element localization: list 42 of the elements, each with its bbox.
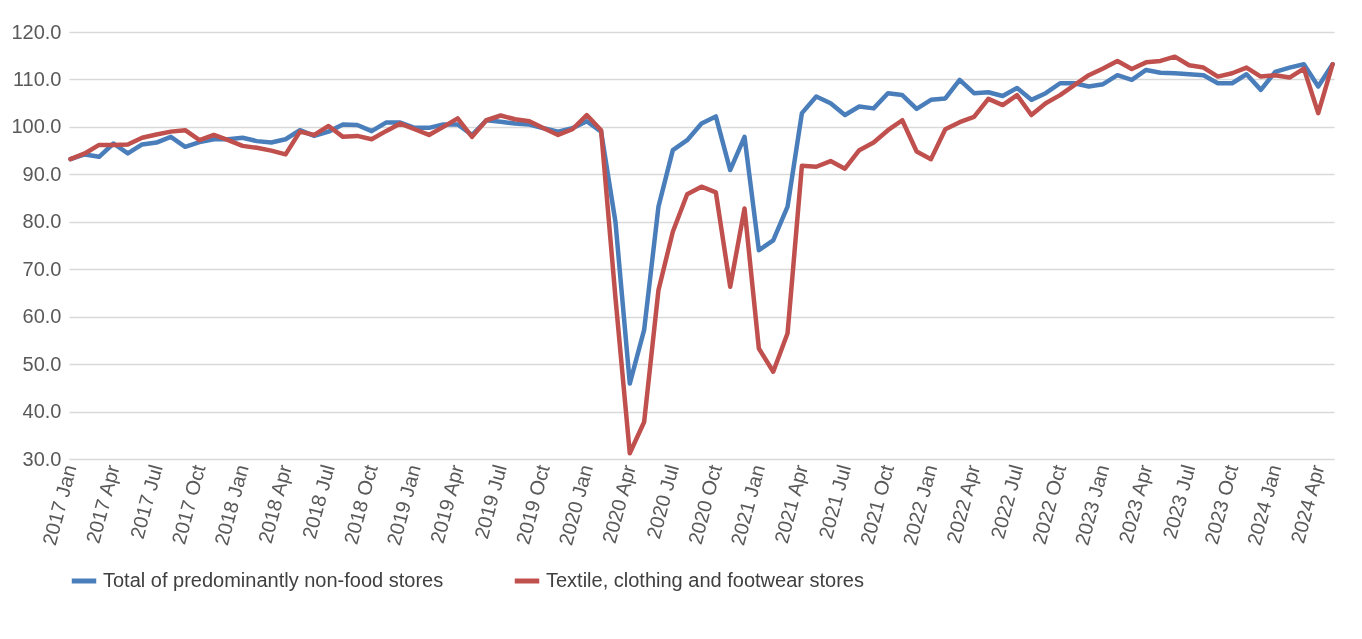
x-tick-label: 2017 Jul <box>125 462 167 542</box>
x-tick-label: 2020 Jan <box>554 462 597 548</box>
x-tick-label: 2022 Jan <box>898 462 942 548</box>
y-tick-label: 70.0 <box>22 257 62 280</box>
x-tick-label: 2021 Jan <box>726 462 770 548</box>
y-tick-label: 30.0 <box>22 447 62 470</box>
x-tick-label: 2017 Oct <box>167 461 210 547</box>
y-tick-label: 60.0 <box>22 305 62 328</box>
y-tick-label: 80.0 <box>22 210 62 233</box>
x-tick-label: 2022 Apr <box>942 462 985 546</box>
x-tick-label: 2019 Jan <box>382 462 425 548</box>
x-tick-label: 2023 Apr <box>1114 462 1157 546</box>
x-tick-label: 2024 Jan <box>1242 462 1286 548</box>
x-tick-label: 2018 Jul <box>297 462 339 542</box>
x-tick-label: 2017 Apr <box>81 462 124 546</box>
x-tick-label: 2023 Oct <box>1200 461 1243 547</box>
legend-label: Textile, clothing and footwear stores <box>546 569 864 591</box>
x-tick-label: 2022 Jul <box>986 462 1028 542</box>
x-tick-label: 2020 Jul <box>642 462 683 542</box>
y-tick-label: 50.0 <box>22 352 62 375</box>
x-tick-label: 2024 Apr <box>1286 462 1329 546</box>
x-tick-label: 2020 Oct <box>683 461 727 547</box>
y-tick-label: 100.0 <box>11 115 62 138</box>
y-tick-label: 110.0 <box>12 67 62 90</box>
x-tick-label: 2021 Apr <box>770 462 813 546</box>
x-tick-label: 2019 Jul <box>470 462 511 542</box>
x-tick-label: 2019 Oct <box>511 461 555 547</box>
x-tick-label: 2022 Oct <box>1027 461 1071 547</box>
line-series <box>68 54 1335 456</box>
x-tick-label: 2020 Apr <box>597 462 641 546</box>
y-tick-label: 90.0 <box>22 162 62 185</box>
x-tick-label: 2023 Jan <box>1070 462 1114 548</box>
x-tick-label: 2023 Jul <box>1158 462 1200 542</box>
x-tick-label: 2021 Oct <box>855 461 899 547</box>
y-tick-label: 40.0 <box>22 400 62 423</box>
x-tick-label: 2019 Apr <box>425 462 468 546</box>
legend-label: Total of predominantly non-food stores <box>103 569 444 591</box>
y-tick-label: 120.0 <box>11 20 62 43</box>
x-tick-label: 2018 Jan <box>210 462 253 548</box>
x-tick-label: 2018 Apr <box>253 462 296 546</box>
x-tick-label: 2018 Oct <box>339 461 382 547</box>
x-tick-label: 2021 Jul <box>814 462 856 542</box>
